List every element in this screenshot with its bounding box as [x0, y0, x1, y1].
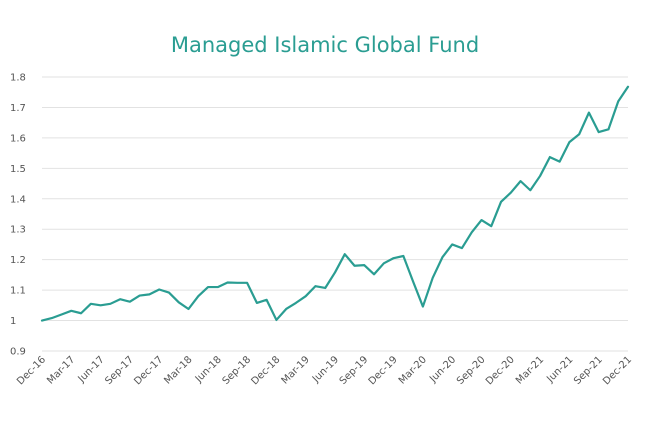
x-axis-ticks: Dec-16Mar-17Jun-17Sep-17Dec-17Mar-18Jun-…	[15, 354, 634, 387]
x-tick-label: Jun-17	[76, 354, 107, 385]
x-tick-label: Dec-19	[367, 354, 400, 387]
y-tick-label: 1.5	[10, 164, 26, 175]
y-tick-label: 1.1	[10, 286, 26, 297]
x-tick-label: Mar-19	[280, 354, 312, 386]
x-tick-label: Dec-20	[484, 354, 517, 387]
x-tick-label: Dec-16	[15, 354, 48, 387]
x-tick-label: Sep-17	[103, 354, 136, 387]
chart-title: Managed Islamic Global Fund	[170, 33, 480, 57]
x-tick-label: Mar-21	[514, 354, 546, 386]
x-tick-label: Dec-21	[601, 354, 634, 387]
x-tick-label: Sep-21	[572, 354, 605, 387]
x-tick-label: Mar-17	[45, 354, 77, 386]
x-tick-label: Jun-21	[544, 354, 575, 385]
y-tick-label: 1.6	[10, 133, 26, 144]
series-layer	[40, 85, 630, 322]
y-tick-label: 1.8	[10, 73, 26, 84]
x-tick-label: Dec-17	[132, 354, 165, 387]
y-tick-label: 1.7	[10, 103, 26, 114]
x-tick-label: Sep-20	[455, 354, 488, 387]
x-tick-label: Jun-19	[310, 354, 341, 385]
x-tick-label: Mar-18	[162, 354, 194, 386]
y-tick-label: 1.2	[10, 255, 26, 266]
x-tick-label: Mar-20	[397, 354, 429, 386]
y-tick-label: 0.9	[10, 347, 26, 358]
y-tick-label: 1.3	[10, 225, 26, 236]
grid-lines	[42, 76, 628, 352]
x-tick-label: Jun-20	[427, 354, 458, 385]
x-tick-label: Dec-18	[250, 354, 283, 387]
x-tick-label: Sep-19	[338, 354, 371, 387]
y-axis-ticks: 0.9 1 1.1 1.2 1.3 1.4 1.5 1.6 1.7 1.8	[10, 73, 26, 358]
x-tick-label: Jun-18	[193, 354, 224, 385]
fund-series-line	[40, 85, 630, 322]
x-tick-label: Sep-18	[221, 354, 254, 387]
y-tick-label: 1	[10, 316, 16, 327]
y-tick-label: 1.4	[10, 194, 26, 205]
